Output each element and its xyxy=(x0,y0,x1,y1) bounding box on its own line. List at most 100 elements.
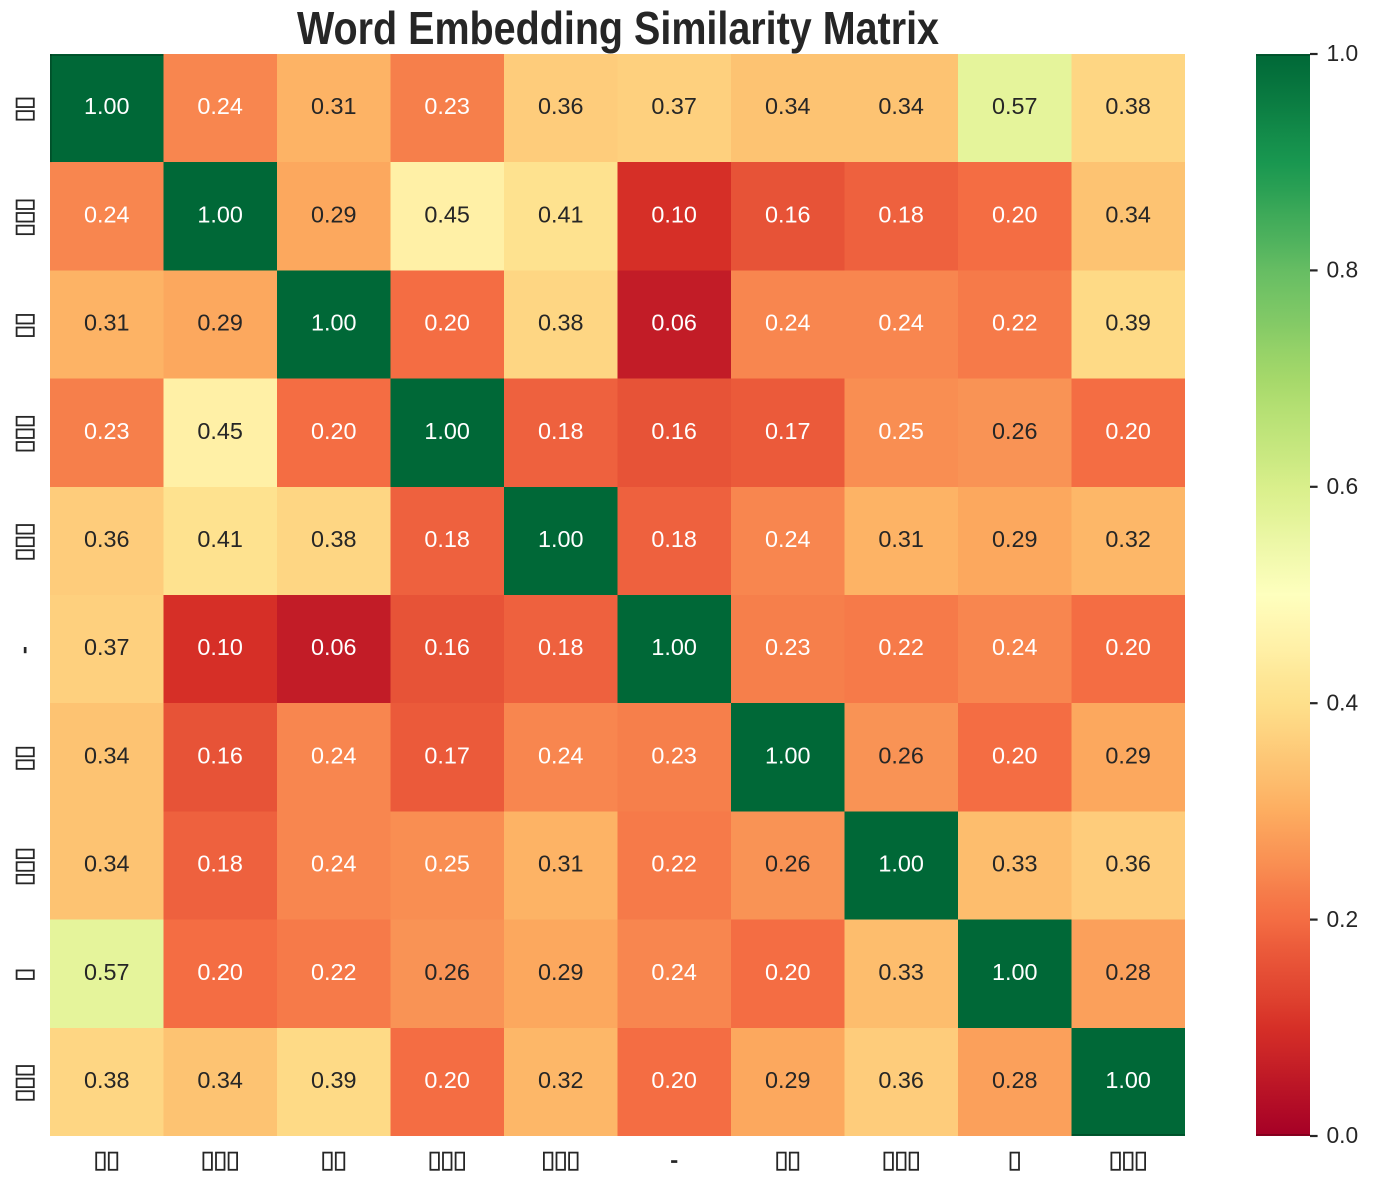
svg-text:0.22: 0.22 xyxy=(992,310,1038,336)
svg-text:0.17: 0.17 xyxy=(765,418,811,444)
svg-text:0.29: 0.29 xyxy=(311,201,357,227)
svg-text:1.00: 1.00 xyxy=(1105,1067,1151,1093)
svg-text:0.23: 0.23 xyxy=(651,742,697,768)
svg-text:0.17: 0.17 xyxy=(424,742,470,768)
svg-text:0.34: 0.34 xyxy=(1105,201,1151,227)
svg-text:0.45: 0.45 xyxy=(197,418,243,444)
svg-text:1.00: 1.00 xyxy=(651,634,697,660)
svg-text:0.06: 0.06 xyxy=(651,310,697,336)
svg-text:0.29: 0.29 xyxy=(765,1067,811,1093)
svg-text:0.20: 0.20 xyxy=(197,959,243,985)
svg-text:0.31: 0.31 xyxy=(538,851,584,877)
svg-text:0.29: 0.29 xyxy=(992,526,1038,552)
svg-text:0.23: 0.23 xyxy=(765,634,811,660)
svg-text:0.24: 0.24 xyxy=(311,851,357,877)
svg-text:1.00: 1.00 xyxy=(197,201,243,227)
svg-text:0.34: 0.34 xyxy=(84,742,130,768)
svg-text:1.00: 1.00 xyxy=(538,526,584,552)
svg-text:0.26: 0.26 xyxy=(992,418,1038,444)
svg-text:0.29: 0.29 xyxy=(538,959,584,985)
svg-text:0.24: 0.24 xyxy=(765,526,811,552)
svg-text:0.57: 0.57 xyxy=(84,959,130,985)
svg-text:0.20: 0.20 xyxy=(424,1067,470,1093)
svg-text:0.20: 0.20 xyxy=(1105,634,1151,660)
svg-text:0.18: 0.18 xyxy=(197,851,243,877)
svg-text:0.2: 0.2 xyxy=(1327,906,1359,932)
svg-text:0.23: 0.23 xyxy=(84,418,130,444)
svg-text:0.45: 0.45 xyxy=(424,201,470,227)
svg-text:0.10: 0.10 xyxy=(651,201,697,227)
svg-text:0.18: 0.18 xyxy=(424,526,470,552)
svg-text:0.34: 0.34 xyxy=(197,1067,243,1093)
svg-text:0.20: 0.20 xyxy=(765,959,811,985)
svg-text:0.26: 0.26 xyxy=(765,851,811,877)
svg-text:0.24: 0.24 xyxy=(84,201,130,227)
svg-text:0.24: 0.24 xyxy=(765,310,811,336)
svg-text:0.22: 0.22 xyxy=(878,634,924,660)
svg-text:0.33: 0.33 xyxy=(878,959,924,985)
svg-text:0.57: 0.57 xyxy=(992,93,1038,119)
svg-text:0.20: 0.20 xyxy=(311,418,357,444)
svg-text:0.24: 0.24 xyxy=(197,93,243,119)
svg-text:0.23: 0.23 xyxy=(424,93,470,119)
svg-text:0.06: 0.06 xyxy=(311,634,357,660)
svg-text:1.00: 1.00 xyxy=(992,959,1038,985)
svg-text:0.24: 0.24 xyxy=(992,634,1038,660)
svg-text:0.38: 0.38 xyxy=(538,310,584,336)
svg-text:0.32: 0.32 xyxy=(538,1067,584,1093)
svg-text:0.41: 0.41 xyxy=(197,526,243,552)
svg-text:0.20: 0.20 xyxy=(1105,418,1151,444)
svg-text:0.18: 0.18 xyxy=(538,634,584,660)
svg-text:1.00: 1.00 xyxy=(424,418,470,444)
svg-text:0.33: 0.33 xyxy=(992,851,1038,877)
svg-text:0.25: 0.25 xyxy=(878,418,924,444)
svg-text:0.6: 0.6 xyxy=(1327,473,1359,499)
svg-text:0.0: 0.0 xyxy=(1327,1122,1359,1148)
svg-text:0.8: 0.8 xyxy=(1327,257,1359,283)
svg-text:0.20: 0.20 xyxy=(992,742,1038,768)
svg-text:0.18: 0.18 xyxy=(878,201,924,227)
svg-text:0.20: 0.20 xyxy=(424,310,470,336)
svg-text:0.39: 0.39 xyxy=(1105,310,1151,336)
svg-text:0.38: 0.38 xyxy=(1105,93,1151,119)
svg-text:0.34: 0.34 xyxy=(84,851,130,877)
svg-text:0.36: 0.36 xyxy=(878,1067,924,1093)
svg-text:Word Embedding Similarity Matr: Word Embedding Similarity Matrix xyxy=(297,2,939,54)
svg-text:0.24: 0.24 xyxy=(878,310,924,336)
svg-text:0.10: 0.10 xyxy=(197,634,243,660)
svg-text:0.22: 0.22 xyxy=(311,959,357,985)
svg-text:0.22: 0.22 xyxy=(651,851,697,877)
svg-text:0.41: 0.41 xyxy=(538,201,584,227)
svg-text:0.20: 0.20 xyxy=(651,1067,697,1093)
svg-text:0.34: 0.34 xyxy=(878,93,924,119)
svg-text:0.37: 0.37 xyxy=(84,634,130,660)
svg-text:0.29: 0.29 xyxy=(1105,742,1151,768)
svg-text:0.32: 0.32 xyxy=(1105,526,1151,552)
svg-text:0.16: 0.16 xyxy=(765,201,811,227)
svg-text:0.34: 0.34 xyxy=(765,93,811,119)
svg-text:0.38: 0.38 xyxy=(311,526,357,552)
svg-text:0.31: 0.31 xyxy=(311,93,357,119)
svg-text:1.0: 1.0 xyxy=(1327,40,1359,66)
svg-text:0.16: 0.16 xyxy=(424,634,470,660)
svg-text:0.26: 0.26 xyxy=(878,742,924,768)
svg-text:0.20: 0.20 xyxy=(992,201,1038,227)
svg-text:0.18: 0.18 xyxy=(538,418,584,444)
svg-text:0.29: 0.29 xyxy=(197,310,243,336)
svg-text:0.25: 0.25 xyxy=(424,851,470,877)
svg-text:0.28: 0.28 xyxy=(1105,959,1151,985)
svg-text:0.36: 0.36 xyxy=(84,526,130,552)
svg-text:1.00: 1.00 xyxy=(84,93,130,119)
svg-text:0.4: 0.4 xyxy=(1327,689,1359,715)
svg-text:0.24: 0.24 xyxy=(311,742,357,768)
svg-text:0.16: 0.16 xyxy=(197,742,243,768)
svg-text:0.24: 0.24 xyxy=(538,742,584,768)
svg-text:0.38: 0.38 xyxy=(84,1067,130,1093)
svg-text:0.16: 0.16 xyxy=(651,418,697,444)
svg-text:0.18: 0.18 xyxy=(651,526,697,552)
svg-text:1.00: 1.00 xyxy=(878,851,924,877)
svg-text:0.36: 0.36 xyxy=(538,93,584,119)
svg-text:0.31: 0.31 xyxy=(84,310,130,336)
svg-text:0.37: 0.37 xyxy=(651,93,697,119)
svg-text:0.39: 0.39 xyxy=(311,1067,357,1093)
